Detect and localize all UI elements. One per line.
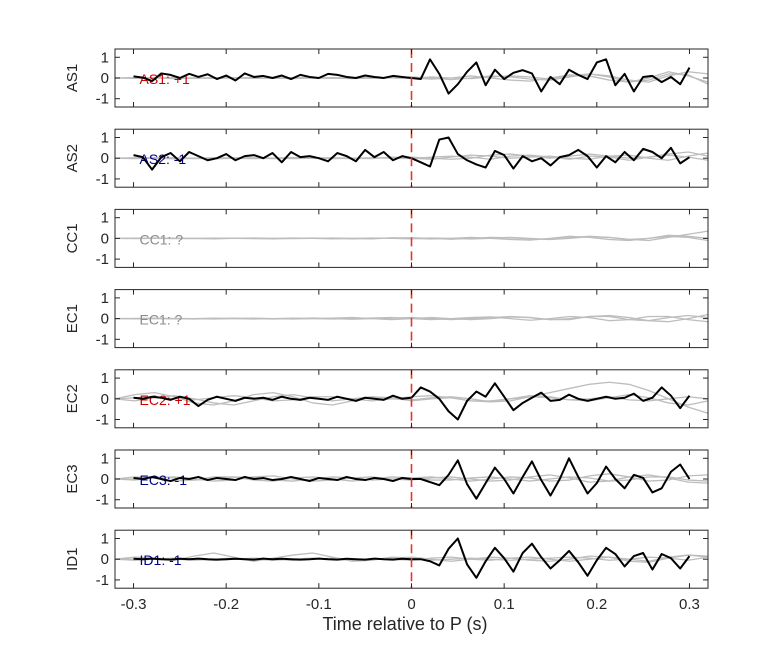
y-tick-label-ec3-0: -1 [96, 492, 109, 509]
x-tick-label-4: 0.1 [494, 596, 515, 613]
y-axis-label-id1: ID1 [64, 548, 81, 571]
y-axis-label-ec3: EC3 [64, 464, 81, 493]
y-axis-label-ec1: EC1 [64, 304, 81, 333]
y-tick-label-as2-1: 0 [101, 150, 109, 167]
y-tick-label-as2-2: 1 [101, 129, 109, 146]
panel-label-as2: AS2: -1 [140, 151, 187, 167]
panel-label-ec2: EC2: +1 [140, 392, 191, 408]
panel-label-ec1: EC1: ? [140, 312, 183, 328]
background-trace-id1-1 [114, 552, 709, 562]
y-tick-label-id1-0: -1 [96, 572, 109, 589]
panel-ec1: EC1: ? -1 0 1 EC1 [64, 289, 709, 348]
x-tick-label-0: -0.3 [121, 596, 147, 613]
y-tick-label-ec2-1: 0 [101, 391, 109, 408]
y-tick-label-ec1-1: 0 [101, 311, 109, 328]
panel-label-cc1: CC1: ? [140, 231, 184, 247]
y-tick-label-as2-0: -1 [96, 171, 109, 188]
background-trace-ec1-3 [115, 313, 709, 323]
x-tick-label-1: -0.2 [213, 596, 239, 613]
y-tick-label-ec2-2: 1 [101, 370, 109, 387]
y-tick-label-ec2-0: -1 [96, 412, 109, 429]
y-tick-label-id1-2: 1 [101, 530, 109, 547]
y-axis-label-cc1: CC1 [64, 223, 81, 253]
x-tick-label-3: 0 [407, 596, 415, 613]
panel-id1: ID1: -1 -1 0 1 ID1 [64, 529, 709, 589]
y-tick-label-cc1-2: 1 [101, 210, 109, 227]
panel-as1: AS1: +1 -1 0 1 AS1 [64, 48, 709, 108]
y-tick-label-ec3-2: 1 [101, 450, 109, 467]
y-axis-label-as1: AS1 [64, 64, 81, 92]
x-axis-label: Time relative to P (s) [322, 614, 487, 634]
y-tick-label-ec1-0: -1 [96, 331, 109, 348]
y-axis-label-as2: AS2 [64, 144, 81, 172]
y-tick-label-id1-1: 0 [101, 551, 109, 568]
y-tick-label-as1-2: 1 [101, 49, 109, 66]
trace-ec2 [133, 382, 691, 421]
y-axis-label-ec2: EC2 [64, 384, 81, 413]
y-tick-label-as1-0: -1 [96, 91, 109, 108]
x-tick-label-6: 0.3 [679, 596, 700, 613]
y-tick-label-ec3-1: 0 [101, 471, 109, 488]
x-axis: -0.3 -0.2 -0.1 0 0.1 0.2 0.3 [121, 596, 700, 613]
panel-cc1: CC1: ? -1 0 1 CC1 [64, 208, 709, 268]
y-tick-label-ec1-2: 1 [101, 290, 109, 307]
y-tick-label-cc1-0: -1 [96, 251, 109, 268]
panel-label-as1: AS1: +1 [140, 71, 190, 87]
x-tick-label-5: 0.2 [586, 596, 607, 613]
panel-ec2: EC2: +1 -1 0 1 EC2 [64, 369, 709, 429]
y-tick-label-as1-1: 0 [101, 70, 109, 87]
y-tick-label-cc1-1: 0 [101, 230, 109, 247]
x-tick-label-2: -0.1 [306, 596, 332, 613]
panel-label-id1: ID1: -1 [140, 552, 182, 568]
panel-as2: AS2: -1 -1 0 1 AS2 [64, 128, 709, 188]
